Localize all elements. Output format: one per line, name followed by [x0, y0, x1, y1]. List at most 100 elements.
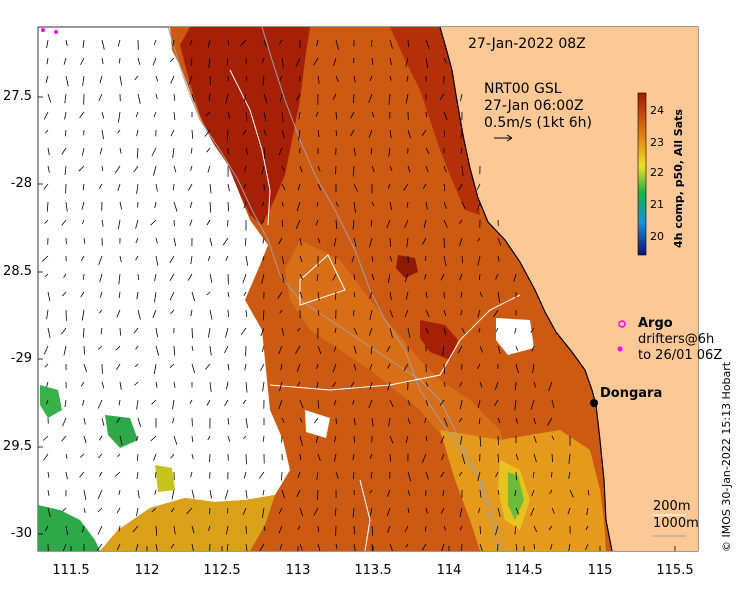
current-vector: [299, 399, 304, 409]
current-vector: [173, 201, 178, 212]
land-mass: [440, 27, 698, 551]
current-vector: [118, 525, 121, 532]
current-vector: [405, 57, 409, 67]
boundary-line-1: [229, 69, 271, 226]
current-vector: [155, 93, 158, 100]
current-vector: [353, 57, 355, 64]
current-vector: [187, 183, 193, 191]
argo-legend-marker: [618, 320, 626, 328]
current-vector: [173, 525, 176, 535]
current-vector: [477, 201, 481, 211]
current-vector: [137, 417, 142, 428]
current-vector: [209, 489, 212, 499]
current-vector: [244, 363, 247, 371]
y-axis-ticks: [38, 96, 43, 535]
current-vector: [81, 309, 85, 321]
current-vector: [479, 435, 482, 447]
current-vector: [79, 111, 85, 118]
current-vector: [297, 525, 301, 530]
current-vector: [425, 381, 429, 387]
current-vector: [261, 345, 265, 352]
current-vector: [83, 237, 86, 244]
current-vector: [443, 129, 446, 137]
current-vector: [443, 57, 448, 64]
current-vector: [155, 381, 158, 388]
current-vector: [118, 57, 121, 64]
current-vector: [317, 453, 321, 462]
current-vector: [65, 471, 68, 480]
current-vector: [226, 543, 229, 551]
current-vector: [335, 471, 339, 479]
current-vector: [209, 507, 211, 515]
current-vector: [476, 183, 481, 190]
current-vector: [119, 75, 123, 86]
current-vector: [497, 543, 499, 551]
current-vector: [240, 39, 247, 47]
current-vector: [62, 507, 67, 512]
current-vector: [423, 219, 427, 228]
current-vector: [493, 309, 499, 318]
current-vector: [240, 327, 247, 335]
current-vector: [407, 417, 411, 425]
current-vector: [371, 417, 374, 427]
current-vector: [117, 453, 121, 457]
current-vectors: [42, 39, 590, 551]
current-vector: [263, 111, 267, 121]
x-tick-111-5: 111.5: [52, 563, 90, 578]
current-vector: [137, 309, 141, 320]
current-vector: [388, 93, 391, 105]
current-vector: [47, 93, 52, 103]
current-vector: [44, 363, 49, 368]
current-vector: [386, 489, 391, 497]
current-vector: [440, 273, 445, 281]
current-vector: [261, 201, 265, 207]
current-vector: [371, 543, 373, 551]
current-vector: [407, 165, 411, 173]
current-vector: [406, 237, 409, 248]
current-vector: [137, 273, 140, 281]
sst-warm-patch-2: [396, 255, 418, 278]
current-vector: [191, 435, 194, 442]
current-vector: [425, 147, 430, 155]
current-vector: [460, 147, 463, 154]
current-vector: [530, 399, 535, 410]
current-vector: [134, 363, 139, 368]
current-vector: [443, 309, 447, 316]
current-vector: [497, 255, 500, 262]
current-vector: [333, 345, 337, 352]
current-vector: [547, 417, 553, 426]
current-vector: [333, 453, 337, 462]
y-tick-29-5: 29.5: [3, 439, 32, 454]
current-vector: [298, 111, 301, 120]
current-vector: [443, 381, 446, 388]
current-vector: [353, 471, 355, 480]
current-vector: [278, 525, 283, 534]
current-vector: [421, 543, 427, 551]
current-vector: [172, 39, 175, 47]
current-vector: [46, 399, 49, 405]
current-vector: [333, 237, 337, 247]
current-vector: [568, 471, 571, 479]
current-vector: [369, 489, 373, 494]
current-vector: [353, 435, 355, 443]
sst-green-patch-2: [40, 385, 62, 418]
current-vector: [97, 345, 103, 350]
current-vector: [352, 507, 355, 518]
current-vector: [100, 327, 103, 335]
current-vector: [313, 417, 319, 424]
current-vector: [404, 219, 409, 228]
current-vector: [479, 345, 483, 353]
current-vector: [117, 183, 121, 191]
current-vector: [97, 525, 103, 535]
current-vector: [281, 129, 285, 139]
current-vector: [569, 489, 574, 498]
current-vector: [389, 399, 394, 408]
current-vector: [227, 291, 230, 297]
current-vector: [63, 345, 67, 356]
current-vector: [262, 255, 265, 261]
current-vector: [353, 291, 356, 298]
current-vector: [351, 255, 355, 263]
current-vector: [407, 471, 412, 482]
current-vector: [189, 201, 193, 208]
current-vector: [334, 507, 337, 517]
